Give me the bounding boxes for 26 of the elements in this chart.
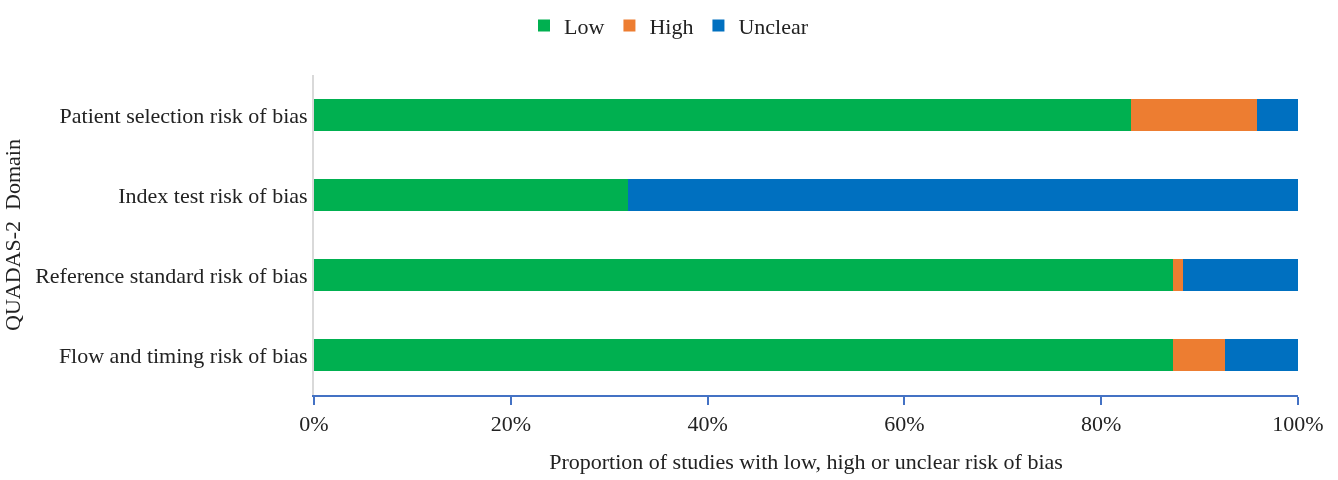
x-tick-label: 100% — [1272, 411, 1324, 437]
x-tick-label: 40% — [687, 411, 728, 437]
x-tick-label: 80% — [1081, 411, 1122, 437]
legend-label: High — [649, 14, 694, 40]
legend-label: Low — [564, 14, 605, 40]
legend-label: Unclear — [738, 14, 809, 40]
bar — [1256, 99, 1298, 131]
bar — [1173, 259, 1183, 291]
bar — [1225, 339, 1298, 371]
x-tick-label: 20% — [490, 411, 531, 437]
x-tick-label: 60% — [884, 411, 925, 437]
bar — [314, 179, 628, 211]
x-tick-label: 0% — [299, 411, 329, 437]
bar — [1182, 259, 1298, 291]
bar — [1173, 339, 1226, 371]
bar — [314, 99, 1131, 131]
x-axis-title: Proportion of studies with low, high or unclear risk of bias — [549, 448, 1063, 474]
y-tick-label: Reference standard risk of bias — [35, 262, 308, 288]
bar — [627, 179, 1298, 211]
bar — [1130, 99, 1257, 131]
y-tick-label: Flow and timing risk of bias — [58, 342, 308, 368]
bar — [314, 339, 1174, 371]
y-tick-label: Index test risk of bias — [118, 182, 308, 208]
y-axis-title: QUADAS-2 Domain — [0, 139, 25, 331]
bar — [314, 259, 1174, 291]
y-tick-label: Patient selection risk of bias — [59, 102, 308, 128]
